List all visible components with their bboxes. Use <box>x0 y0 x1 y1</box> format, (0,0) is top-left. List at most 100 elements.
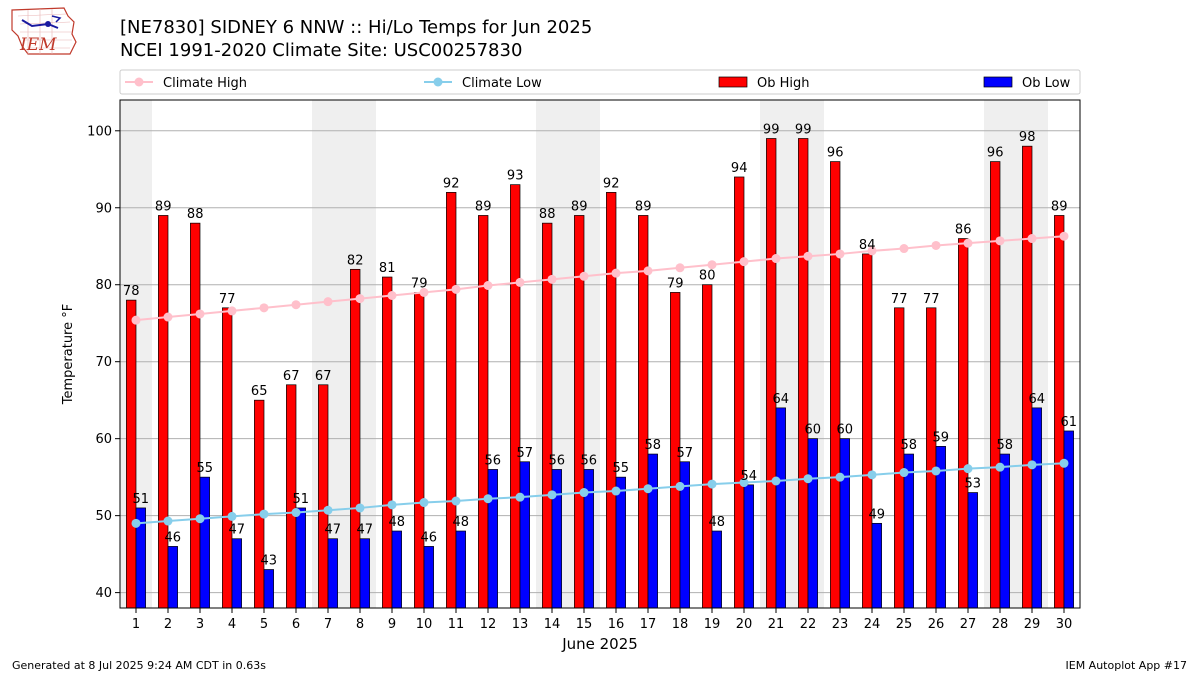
x-tick-label: 12 <box>480 617 497 632</box>
ob-high-bar <box>606 192 617 609</box>
ob-high-legend-label: Ob High <box>757 76 810 91</box>
ob-low-bar <box>711 530 722 609</box>
climate-low-point <box>835 472 845 482</box>
climate-low-point <box>419 498 429 508</box>
ob-high-value-label: 94 <box>731 161 748 176</box>
ob-low-bar <box>327 538 338 609</box>
ob-low-value-label: 56 <box>485 453 502 468</box>
ob-low-value-label: 60 <box>805 423 822 438</box>
climate-high-point <box>995 236 1005 246</box>
y-tick-label: 70 <box>95 355 112 370</box>
ob-low-value-label: 57 <box>517 446 534 461</box>
ob-low-value-label: 46 <box>165 530 182 545</box>
y-tick-label: 80 <box>95 278 112 293</box>
ob-high-bar <box>894 307 905 609</box>
climate-low-point <box>739 478 749 488</box>
climate-high-point <box>131 315 141 325</box>
ob-low-value-label: 56 <box>549 453 566 468</box>
x-tick-label: 23 <box>832 617 849 632</box>
ob-low-bar <box>519 461 530 609</box>
climate-high-line <box>135 235 1065 322</box>
climate-high-point <box>899 244 909 254</box>
x-tick-label: 5 <box>260 617 268 632</box>
grid-lines <box>120 130 1080 594</box>
ob-low-value-label: 47 <box>357 523 374 538</box>
ob-low-bar <box>839 438 850 609</box>
ob-low-bar <box>1063 430 1074 609</box>
climate-low-point <box>323 505 333 515</box>
ob-high-value-label: 92 <box>443 176 460 191</box>
x-tick-label: 26 <box>928 617 945 632</box>
climate-low-point <box>355 503 365 513</box>
ob-high-value-label: 89 <box>155 199 172 214</box>
ob-low-value-label: 47 <box>229 523 246 538</box>
x-tick-label: 27 <box>960 617 977 632</box>
x-tick-label: 8 <box>356 617 364 632</box>
climate-low-point <box>195 514 205 524</box>
ob-high-bar <box>734 176 745 609</box>
y-axis-label: Temperature °F <box>61 304 76 405</box>
ob-low-value-label: 49 <box>869 507 886 522</box>
climate-low-line <box>135 462 1065 525</box>
ob-high-value-label: 89 <box>475 199 492 214</box>
climate-lines <box>131 231 1069 528</box>
ob-high-bar <box>798 138 809 609</box>
ob-high-bar <box>414 292 425 609</box>
ob-low-bar <box>807 438 818 609</box>
ob-high-bar <box>254 399 265 609</box>
climate-low-point <box>675 481 685 491</box>
ob-low-value-label: 48 <box>389 515 406 530</box>
ob-high-bar <box>158 215 169 609</box>
ob-high-value-label: 88 <box>187 207 204 222</box>
climate-high-point <box>707 260 717 270</box>
climate-high-point <box>323 297 333 307</box>
ob-high-value-label: 67 <box>283 369 300 384</box>
y-tick-label: 100 <box>87 124 112 139</box>
x-tick-label: 17 <box>640 617 657 632</box>
ob-low-value-label: 56 <box>581 453 598 468</box>
ob-high-bar <box>510 184 521 609</box>
climate-high-point <box>547 274 557 284</box>
climate-high-point <box>771 254 781 264</box>
climate-high-point <box>387 291 397 301</box>
climate-low-point <box>259 509 269 519</box>
x-tick-label: 3 <box>196 617 204 632</box>
ob-high-value-label: 80 <box>699 269 716 284</box>
climate-low-point <box>931 466 941 476</box>
climate-high-point <box>259 303 269 313</box>
ob-low-value-label: 43 <box>261 554 278 569</box>
ob-high-value-label: 65 <box>251 384 268 399</box>
legend: Climate High Climate Low Ob High Ob Low <box>119 69 1081 95</box>
ob-high-bar <box>862 253 873 609</box>
climate-high-point <box>739 257 749 267</box>
climate-high-point <box>803 251 813 261</box>
y-tick-label: 50 <box>95 509 112 524</box>
climate-high-point <box>515 277 525 287</box>
ob-low-value-label: 54 <box>741 469 758 484</box>
ob-high-value-label: 89 <box>1051 199 1068 214</box>
x-tick-label: 20 <box>736 617 753 632</box>
x-tick-label: 22 <box>800 617 817 632</box>
climate-high-point <box>451 284 461 294</box>
climate-low-point <box>579 488 589 498</box>
climate-low-point <box>963 464 973 474</box>
plot-frame <box>119 99 1081 609</box>
ob-high-bar <box>1022 145 1033 609</box>
generated-timestamp: Generated at 8 Jul 2025 9:24 AM CDT in 0… <box>12 659 266 672</box>
ob-high-bar <box>478 215 489 609</box>
climate-high-point <box>1059 231 1069 241</box>
ob-high-value-label: 86 <box>955 223 972 238</box>
ob-low-bar <box>359 538 370 609</box>
ob-high-bar <box>1054 215 1065 609</box>
ob-low-value-label: 55 <box>197 461 214 476</box>
ob-high-bar <box>830 161 841 609</box>
climate-low-point <box>451 496 461 506</box>
x-tick-label: 6 <box>292 617 300 632</box>
climate-low-point <box>1059 458 1069 468</box>
climate-high-point <box>963 238 973 248</box>
ob-low-value-label: 51 <box>133 492 150 507</box>
ob-low-value-label: 58 <box>997 438 1014 453</box>
climate-high-point <box>643 266 653 276</box>
ob-high-bar <box>990 161 1001 609</box>
